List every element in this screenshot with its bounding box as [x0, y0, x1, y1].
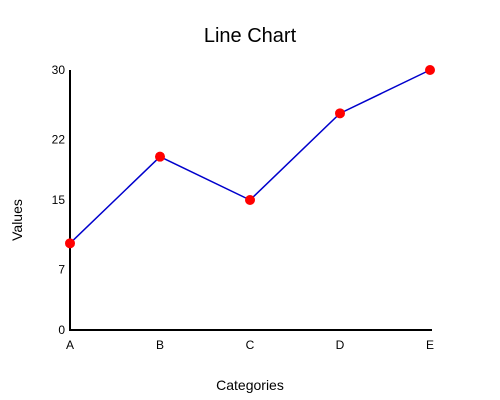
x-tick-label: A [66, 338, 74, 352]
series-layer [65, 65, 435, 249]
data-point [335, 108, 345, 119]
y-tick-label: 30 [52, 63, 66, 77]
data-point [425, 65, 435, 75]
x-tick-label: B [156, 338, 164, 352]
y-tick-label: 15 [52, 193, 66, 207]
data-point [65, 238, 75, 249]
y-axis-label: Values [9, 199, 25, 241]
chart-title: Line Chart [204, 25, 297, 47]
series-line [69, 69, 431, 244]
x-tick-label: E [426, 338, 434, 352]
data-point [245, 195, 255, 205]
x-tick-label: C [246, 338, 255, 352]
y-tick-label: 0 [58, 323, 65, 337]
axes [69, 70, 432, 331]
tick-labels: 0 7 15 22 30 A B C D E [52, 63, 434, 352]
y-tick-label: 22 [52, 132, 66, 146]
data-point [155, 151, 165, 162]
x-tick-label: D [336, 338, 345, 352]
x-axis-label: Categories [216, 377, 284, 393]
y-tick-label: 7 [58, 262, 65, 276]
